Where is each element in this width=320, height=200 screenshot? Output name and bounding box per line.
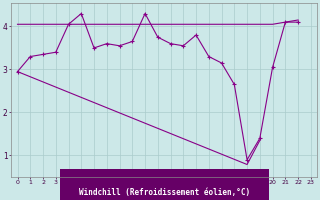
X-axis label: Windchill (Refroidissement éolien,°C): Windchill (Refroidissement éolien,°C) <box>79 188 250 197</box>
